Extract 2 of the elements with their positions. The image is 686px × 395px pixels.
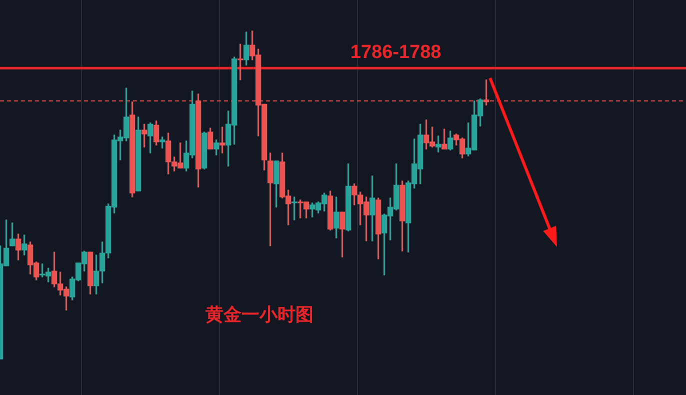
annotation: 1786-1788 bbox=[350, 42, 442, 64]
annotation: 黄金一小时图 bbox=[204, 304, 314, 326]
